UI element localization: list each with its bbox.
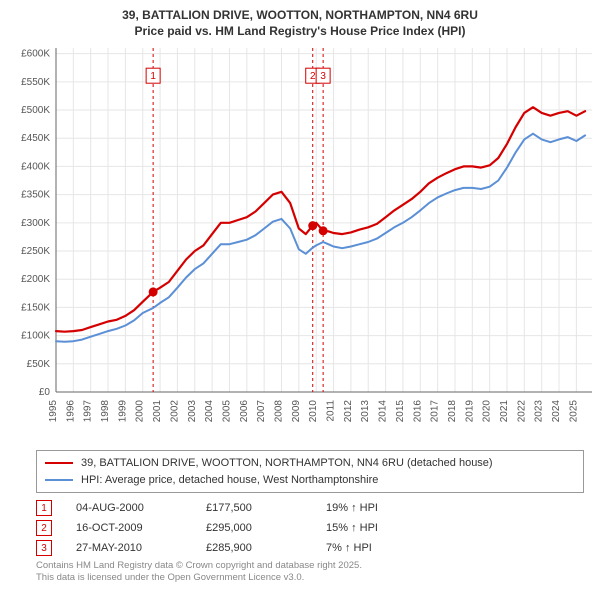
x-tick-label: 2024 (551, 400, 562, 423)
x-tick-label: 2001 (152, 400, 163, 423)
x-tick-label: 2014 (378, 400, 389, 423)
sale-marker-number: 3 (320, 71, 326, 82)
x-tick-label: 2020 (482, 400, 493, 423)
sales-row: 3 27-MAY-2010£285,9007% ↑ HPI (36, 538, 446, 558)
y-tick-label: £300K (21, 218, 50, 229)
sale-marker-icon: 3 (36, 540, 52, 556)
legend-row: HPI: Average price, detached house, West… (45, 472, 575, 489)
sale-marker-number: 2 (310, 71, 316, 82)
x-tick-label: 2011 (326, 400, 337, 422)
x-tick-label: 1999 (117, 400, 128, 423)
y-tick-label: £500K (21, 105, 50, 116)
x-tick-label: 2008 (274, 400, 285, 423)
figure-container: 39, BATTALION DRIVE, WOOTTON, NORTHAMPTO… (0, 0, 600, 590)
x-tick-label: 2023 (534, 400, 545, 423)
y-tick-label: £100K (21, 331, 50, 342)
x-tick-label: 2003 (187, 400, 198, 423)
x-tick-label: 2015 (395, 400, 406, 423)
sales-table: 1 04-AUG-2000£177,50019% ↑ HPI 2 16-OCT-200… (36, 498, 446, 558)
x-tick-label: 2004 (204, 400, 215, 423)
x-tick-label: 2002 (169, 400, 180, 423)
legend-row: 39, BATTALION DRIVE, WOOTTON, NORTHAMPTO… (45, 455, 575, 472)
sale-delta: 19% ↑ HPI (326, 502, 446, 514)
sale-point (149, 287, 158, 296)
sale-marker-icon: 1 (36, 500, 52, 516)
y-tick-label: £350K (21, 190, 50, 201)
y-tick-label: £150K (21, 302, 50, 313)
y-tick-label: £450K (21, 133, 50, 144)
legend: 39, BATTALION DRIVE, WOOTTON, NORTHAMPTO… (36, 450, 584, 493)
x-tick-label: 1996 (65, 400, 76, 423)
y-tick-label: £550K (21, 77, 50, 88)
sale-price: £177,500 (206, 502, 326, 514)
y-tick-label: £0 (39, 387, 51, 398)
sale-point (319, 226, 328, 235)
x-tick-label: 2019 (464, 400, 475, 423)
footer-attribution: Contains HM Land Registry data © Crown c… (36, 560, 362, 585)
title-line-1: 39, BATTALION DRIVE, WOOTTON, NORTHAMPTO… (0, 8, 600, 24)
y-tick-label: £250K (21, 246, 50, 257)
sale-price: £295,000 (206, 522, 326, 534)
x-tick-label: 2009 (291, 400, 302, 423)
y-tick-label: £50K (27, 359, 51, 370)
x-tick-label: 2022 (516, 400, 527, 423)
legend-swatch (45, 479, 73, 481)
sale-date: 27-MAY-2010 (76, 542, 206, 554)
x-tick-label: 2016 (412, 400, 423, 423)
sales-row: 2 16-OCT-2009£295,00015% ↑ HPI (36, 518, 446, 538)
y-tick-label: £200K (21, 274, 50, 285)
legend-label: 39, BATTALION DRIVE, WOOTTON, NORTHAMPTO… (81, 455, 493, 472)
x-tick-label: 2010 (308, 400, 319, 423)
sale-delta: 15% ↑ HPI (326, 522, 446, 534)
x-tick-label: 1995 (48, 400, 59, 423)
sale-point (308, 221, 317, 230)
x-tick-label: 2018 (447, 400, 458, 423)
sale-marker-number: 1 (150, 71, 156, 82)
x-tick-label: 1997 (83, 400, 94, 423)
chart-area: £0 £50K £100K £150K £200K £250K £300K £350K £400… (0, 40, 600, 440)
y-tick-label: £600K (21, 49, 50, 60)
sale-price: £285,900 (206, 542, 326, 554)
x-tick-label: 2017 (430, 400, 441, 423)
chart-title: 39, BATTALION DRIVE, WOOTTON, NORTHAMPTO… (0, 0, 600, 39)
x-tick-label: 2006 (239, 400, 250, 423)
title-line-2: Price paid vs. HM Land Registry's House … (0, 24, 600, 40)
x-tick-label: 2000 (135, 400, 146, 423)
sales-row: 1 04-AUG-2000£177,50019% ↑ HPI (36, 498, 446, 518)
y-tick-label: £400K (21, 161, 50, 172)
series-hpi (56, 134, 585, 342)
x-tick-label: 2021 (499, 400, 510, 423)
x-tick-label: 1998 (100, 400, 111, 423)
footer-line-2: This data is licensed under the Open Gov… (36, 572, 362, 584)
legend-label: HPI: Average price, detached house, West… (81, 472, 378, 489)
x-tick-label: 2007 (256, 400, 267, 423)
series-price_paid (56, 107, 585, 332)
sale-delta: 7% ↑ HPI (326, 542, 446, 554)
x-tick-label: 2012 (343, 400, 354, 423)
x-tick-label: 2013 (360, 400, 371, 423)
x-tick-label: 2025 (568, 400, 579, 423)
x-tick-label: 2005 (221, 400, 232, 423)
sale-date: 04-AUG-2000 (76, 502, 206, 514)
footer-line-1: Contains HM Land Registry data © Crown c… (36, 560, 362, 572)
sale-date: 16-OCT-2009 (76, 522, 206, 534)
chart-svg: £0 £50K £100K £150K £200K £250K £300K £350K £400… (0, 40, 600, 440)
legend-swatch (45, 462, 73, 464)
sale-marker-icon: 2 (36, 520, 52, 536)
